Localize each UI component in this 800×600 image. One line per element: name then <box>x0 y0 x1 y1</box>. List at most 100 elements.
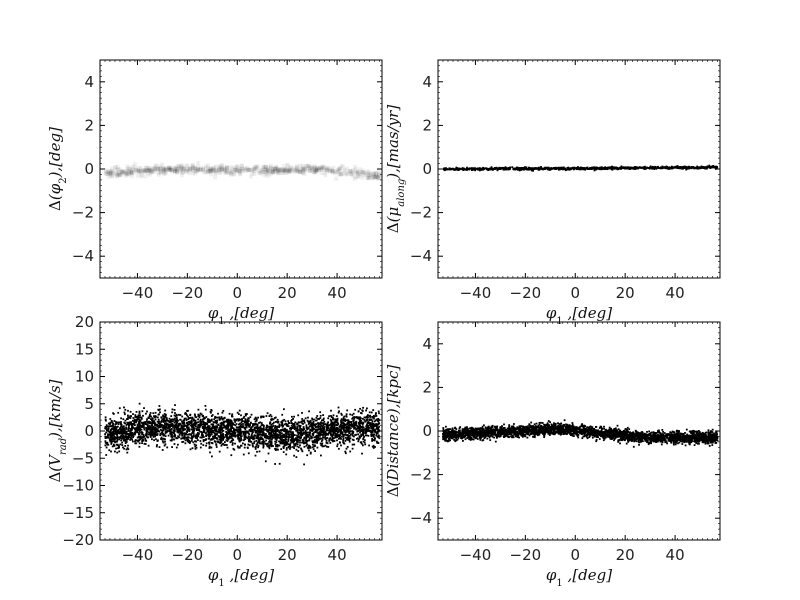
data-point <box>267 435 269 438</box>
data-point <box>287 170 291 175</box>
data-point <box>311 418 314 421</box>
data-point <box>190 163 195 168</box>
data-point <box>222 410 225 412</box>
data-point <box>231 434 234 437</box>
data-point <box>268 433 270 435</box>
data-point <box>349 172 354 177</box>
data-point <box>193 166 197 171</box>
data-point <box>259 169 264 174</box>
data-point <box>486 168 488 170</box>
data-point <box>278 430 281 433</box>
data-point <box>346 438 349 441</box>
data-point <box>215 430 217 433</box>
data-point <box>275 439 278 442</box>
data-point <box>195 435 198 438</box>
data-point <box>664 166 667 169</box>
data-point <box>109 433 112 435</box>
data-point <box>195 433 198 436</box>
data-point <box>144 437 146 440</box>
data-point <box>693 167 696 170</box>
data-point <box>348 432 350 434</box>
data-point <box>143 169 148 174</box>
data-point <box>290 428 293 431</box>
data-point <box>260 416 262 419</box>
data-point <box>202 434 204 436</box>
data-point <box>306 167 311 172</box>
data-point <box>111 445 114 448</box>
data-point <box>372 416 375 419</box>
data-point <box>131 167 136 172</box>
data-point <box>191 423 193 426</box>
data-point <box>321 419 323 422</box>
data-point <box>189 420 192 423</box>
data-point <box>138 442 141 445</box>
data-point <box>266 165 271 170</box>
data-point <box>375 412 377 414</box>
data-point <box>362 430 365 433</box>
data-point <box>130 434 133 436</box>
data-point <box>240 444 243 447</box>
data-point <box>522 167 524 170</box>
data-point <box>305 437 307 440</box>
data-point <box>193 413 196 416</box>
data-point <box>291 419 293 421</box>
data-point <box>171 436 174 439</box>
data-point <box>351 438 354 441</box>
data-point <box>120 430 123 432</box>
data-point <box>226 427 229 429</box>
data-point <box>247 167 252 172</box>
data-point <box>192 433 195 435</box>
data-point <box>371 420 374 423</box>
data-point <box>146 165 151 170</box>
data-point <box>651 165 654 168</box>
data-point <box>278 168 282 173</box>
data-point <box>272 436 274 439</box>
data-point <box>210 423 213 426</box>
data-point <box>306 164 311 168</box>
data-point <box>227 429 229 431</box>
data-point <box>322 431 325 433</box>
data-point <box>282 419 284 422</box>
data-point <box>660 166 662 169</box>
data-point <box>163 413 166 415</box>
data-point <box>138 420 140 423</box>
data-point <box>205 169 210 174</box>
data-point <box>465 168 468 171</box>
data-point <box>206 168 211 173</box>
data-point <box>299 437 301 440</box>
data-point <box>180 424 183 427</box>
data-point <box>232 422 234 425</box>
data-point <box>191 447 194 450</box>
data-point <box>285 436 288 438</box>
data-point <box>294 168 299 173</box>
data-point <box>136 168 141 173</box>
data-point <box>244 438 247 440</box>
data-point <box>135 439 138 442</box>
data-point <box>142 435 145 437</box>
data-point <box>370 433 373 436</box>
data-point <box>372 170 377 175</box>
data-point <box>331 424 334 427</box>
data-point <box>153 420 155 423</box>
data-point <box>329 423 332 426</box>
data-point <box>219 166 224 171</box>
data-point <box>361 410 364 412</box>
data-point <box>366 170 371 175</box>
data-point <box>342 438 345 440</box>
data-point <box>209 167 214 172</box>
data-point <box>310 168 315 173</box>
data-point <box>188 430 191 432</box>
data-point <box>203 170 208 175</box>
data-point <box>360 419 363 422</box>
data-point <box>313 445 316 447</box>
data-point <box>270 425 272 428</box>
data-point <box>109 436 112 439</box>
data-point <box>130 168 134 173</box>
data-point <box>268 166 273 171</box>
data-point <box>138 168 143 173</box>
data-point <box>133 431 136 434</box>
data-point <box>278 434 281 436</box>
data-point <box>354 424 357 427</box>
data-point <box>201 418 204 421</box>
data-point <box>210 411 212 414</box>
